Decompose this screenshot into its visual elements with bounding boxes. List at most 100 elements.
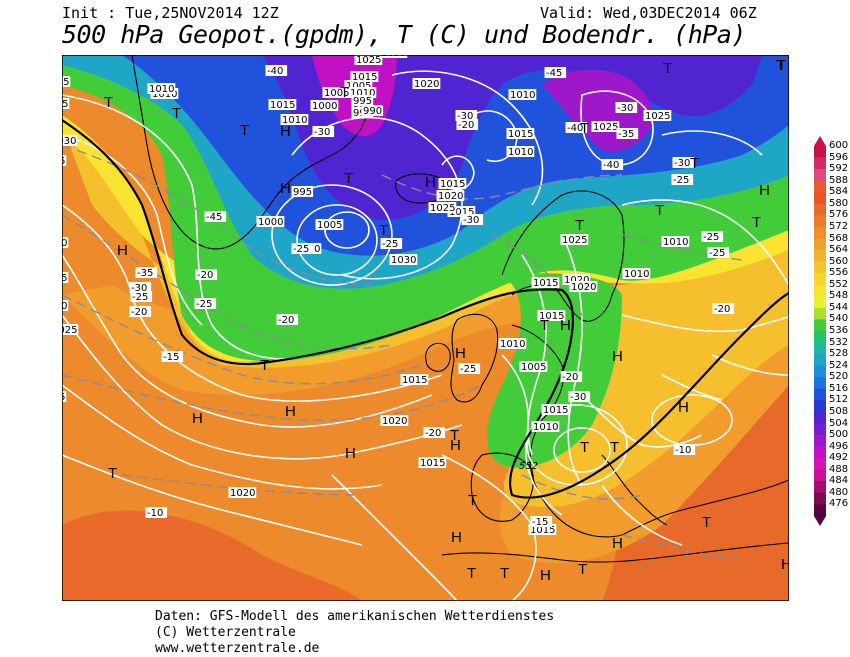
scale-swatch-592 <box>814 169 826 181</box>
scale-label-596: 596 <box>829 151 849 163</box>
pressure-center-label: H <box>678 399 689 416</box>
temperature-label: -25 <box>709 248 725 259</box>
temperature-label: -20 <box>425 428 441 439</box>
temperature-label: -25 <box>703 232 719 243</box>
isobar-label-bg <box>418 457 447 468</box>
pressure-center-label: H <box>345 445 356 462</box>
temperature-label: -35 <box>137 268 153 279</box>
isobar-label: 990 <box>363 106 382 117</box>
isobar-label-bg <box>280 114 309 125</box>
temperature-label: -25 <box>293 244 309 255</box>
isobar-label: 1030 <box>62 301 67 312</box>
pressure-center-label: T <box>580 120 589 137</box>
temperature-label: -20 <box>278 315 294 326</box>
isobar-label-bg <box>531 277 560 288</box>
scale-swatch-576 <box>814 215 826 228</box>
isobar-label-bg <box>389 254 418 265</box>
isobar-label-bg <box>506 146 535 157</box>
scale-swatch-500 <box>814 435 826 447</box>
scale-swatch-476 <box>814 504 826 517</box>
scale-label-496: 496 <box>829 440 849 452</box>
temperature-label-bg <box>712 303 735 314</box>
isobar-label: 1015 <box>420 458 445 469</box>
isobar-label-bg <box>643 110 672 121</box>
isobar-label-bg <box>348 87 377 98</box>
isobar-label: 1000 <box>312 101 337 112</box>
pressure-center-label: H <box>450 437 461 454</box>
pressure-center-label: T <box>578 561 587 578</box>
scale-swatch-496 <box>814 446 826 459</box>
pressure-center-label: T <box>260 357 269 374</box>
scale-label-532: 532 <box>829 336 849 348</box>
isobar-label: 995 <box>353 96 372 107</box>
isobar-label: 1015 <box>402 375 427 386</box>
temperature-label: -20 <box>197 270 213 281</box>
isobar-label-bg <box>62 324 79 335</box>
temperature-label-bg <box>565 122 588 133</box>
isobar-label: 1025 <box>645 111 670 122</box>
pressure-center-label: T <box>344 170 353 187</box>
pressure-center-label: H <box>612 348 623 365</box>
scale-swatch-588 <box>814 180 826 193</box>
isobar-label-bg <box>361 105 384 116</box>
temperature-label: -30 <box>131 283 147 294</box>
temperature-label-bg <box>615 102 638 113</box>
temperature-label-bg <box>145 507 168 518</box>
scale-swatch-544 <box>814 307 826 320</box>
contour-552-line <box>62 119 789 499</box>
temperature-label-bg <box>455 110 478 121</box>
scale-label-524: 524 <box>829 359 849 371</box>
temperature-label: -30 <box>463 215 479 226</box>
scale-label-564: 564 <box>829 244 849 256</box>
pressure-center-label: T <box>610 439 619 456</box>
scale-label-572: 572 <box>829 220 849 232</box>
scale-swatch-584 <box>814 192 826 205</box>
temperature-label-bg <box>129 282 152 293</box>
isobar-label-bg <box>350 71 379 82</box>
iberia-coast <box>470 452 534 522</box>
scale-label-592: 592 <box>829 163 849 175</box>
temperature-label-bg <box>129 306 152 317</box>
isobar-label: 1015 <box>539 311 564 322</box>
temperature-label: -30 <box>674 158 690 169</box>
temperature-label-bg <box>130 291 153 302</box>
scale-label-556: 556 <box>829 267 849 279</box>
scale-swatch-596 <box>814 157 826 170</box>
isobar-label-bg <box>661 236 690 247</box>
isobar-label: 1005 <box>317 220 342 231</box>
init-time: Init : Tue,25NOV2014 12Z <box>62 4 279 22</box>
isobar-label: 1010 <box>508 147 533 158</box>
scale-swatch-512 <box>814 400 826 413</box>
pressure-center-label: H <box>781 556 789 573</box>
isobar-label: 1015 <box>440 179 465 190</box>
isobar-label-bg <box>62 237 69 248</box>
temperature-label: -40 <box>603 160 619 171</box>
isobar-label-bg <box>541 404 570 415</box>
isobar-label: 1015 <box>62 77 69 88</box>
footer-website[interactable]: www.wetterzentrale.de <box>155 641 320 656</box>
pressure-center-label: H <box>455 345 466 362</box>
temperature-label-bg <box>560 371 583 382</box>
isobar-label: 1030 <box>62 136 76 147</box>
temperature-label-bg <box>161 351 184 362</box>
field-580-sw <box>62 510 362 601</box>
pressure-center-label: T <box>340 84 349 101</box>
temperature-label-bg <box>135 267 158 278</box>
isobar-label-bg <box>315 219 344 230</box>
scale-swatch-504 <box>814 423 826 436</box>
temperature-label: -35 <box>618 129 634 140</box>
pressure-center-label: T <box>467 565 476 582</box>
isobar-label-bg <box>428 202 457 213</box>
temperature-label-bg <box>544 67 567 78</box>
scale-label-600: 600 <box>829 140 849 151</box>
map-title: 500 hPa Geopot.(gpdm), T (C) und Bodendr… <box>62 20 746 49</box>
temperature-label-bg <box>456 119 479 130</box>
temperature-label-bg <box>194 298 217 309</box>
isobar-label: 1020 <box>382 416 407 427</box>
isobar-label: 1020 <box>414 79 439 90</box>
isobar-label-bg <box>591 121 620 132</box>
color-scale <box>814 136 826 526</box>
scale-swatch-540 <box>814 319 826 332</box>
pressure-center-label: T <box>702 514 711 531</box>
isobar-label-bg <box>62 272 69 283</box>
